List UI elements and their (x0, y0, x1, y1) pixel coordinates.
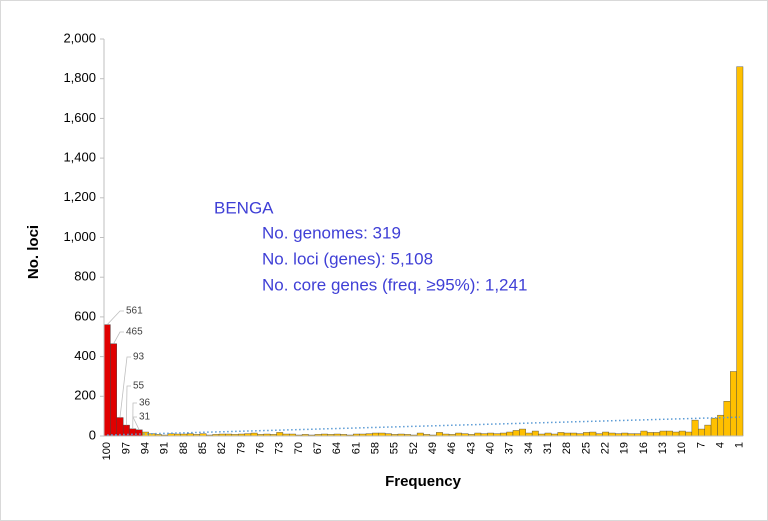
leader-line (132, 402, 137, 429)
x-axis-title: Frequency (385, 473, 462, 490)
bar (589, 431, 597, 437)
bar (717, 414, 725, 437)
bar (678, 430, 686, 437)
x-tick-label: 7 (695, 442, 707, 448)
data-label: 465 (126, 327, 143, 338)
leader-line (125, 385, 131, 426)
bar (704, 424, 712, 437)
bar (685, 431, 693, 437)
x-tick-label: 16 (638, 442, 650, 454)
data-label: 561 (126, 306, 143, 317)
data-label: 36 (139, 398, 151, 409)
bar (666, 430, 673, 437)
data-label: 55 (133, 381, 145, 392)
bar (672, 431, 680, 437)
y-tick-label: 1,000 (63, 229, 96, 244)
annotation: No. loci (genes): 5,108 (262, 249, 433, 268)
bar (129, 428, 137, 437)
y-tick-label: 1,600 (63, 110, 96, 125)
bar (730, 371, 737, 437)
x-tick-label: 82 (216, 442, 228, 454)
bar (691, 419, 699, 437)
bar (531, 430, 539, 437)
annotation: No. genomes: 319 (262, 223, 401, 242)
x-tick-label: 46 (446, 442, 458, 454)
y-tick-label: 600 (74, 308, 96, 323)
bar (736, 66, 744, 437)
x-tick-label: 25 (580, 442, 592, 454)
x-tick-label: 70 (293, 442, 305, 454)
x-tick-label: 97 (120, 442, 132, 454)
bar (436, 432, 443, 437)
x-tick-label: 88 (178, 442, 190, 454)
y-tick-label: 2,000 (63, 30, 96, 45)
bar (135, 429, 143, 437)
bar (557, 432, 565, 437)
x-tick-label: 64 (331, 442, 343, 454)
bar (276, 432, 284, 437)
y-tick-label: 800 (74, 269, 96, 284)
x-tick-label: 19 (619, 442, 631, 454)
leader-line (132, 416, 140, 431)
x-tick-label: 22 (600, 442, 612, 454)
data-label: 31 (139, 412, 151, 423)
x-tick-label: 31 (542, 442, 554, 454)
bar (110, 343, 117, 437)
y-tick-label: 400 (74, 348, 96, 363)
bar (583, 432, 590, 437)
bar (512, 430, 520, 437)
x-tick-label: 76 (254, 442, 266, 454)
bar (640, 430, 648, 437)
x-tick-label: 40 (485, 442, 497, 454)
x-tick-label: 61 (350, 442, 362, 454)
y-axis-title: No. loci (25, 225, 42, 279)
bar (116, 417, 124, 437)
x-tick-label: 85 (197, 442, 209, 454)
x-tick-label: 94 (139, 442, 151, 454)
bar (710, 417, 718, 437)
x-tick-label: 67 (312, 442, 324, 454)
x-tick-label: 58 (369, 442, 381, 454)
data-label: 93 (133, 352, 145, 363)
x-tick-label: 55 (389, 442, 401, 454)
y-tick-label: 1,400 (63, 150, 96, 165)
x-tick-label: 34 (523, 442, 535, 454)
x-tick-label: 28 (561, 442, 573, 454)
x-tick-label: 49 (427, 442, 439, 454)
bar (602, 431, 610, 437)
y-tick-label: 0 (89, 427, 96, 442)
bar (653, 432, 661, 437)
x-tick-label: 4 (715, 442, 727, 448)
y-tick-label: 1,800 (63, 70, 96, 85)
leader-line (113, 331, 124, 344)
annotation: No. core genes (freq. ≥95%): 1,241 (262, 275, 527, 294)
y-tick-label: 200 (74, 388, 96, 403)
x-tick-label: 1 (734, 442, 746, 448)
x-tick-label: 100 (101, 442, 113, 460)
x-tick-label: 91 (159, 442, 171, 454)
leader-line (106, 310, 124, 325)
x-tick-label: 37 (504, 442, 516, 454)
bar (646, 432, 654, 437)
x-tick-label: 79 (235, 442, 247, 454)
bar (723, 401, 731, 437)
x-tick-label: 43 (465, 442, 477, 454)
leader-line (119, 356, 131, 418)
trendline (107, 416, 740, 436)
bar (698, 428, 705, 437)
y-tick-label: 1,200 (63, 189, 96, 204)
x-tick-label: 13 (657, 442, 669, 454)
bar (506, 431, 514, 437)
annotation: BENGA (214, 198, 274, 217)
x-tick-label: 73 (274, 442, 286, 454)
bar (103, 324, 111, 437)
bar (659, 430, 667, 437)
bar (519, 428, 526, 437)
x-tick-label: 52 (408, 442, 420, 454)
x-tick-label: 10 (676, 442, 688, 454)
